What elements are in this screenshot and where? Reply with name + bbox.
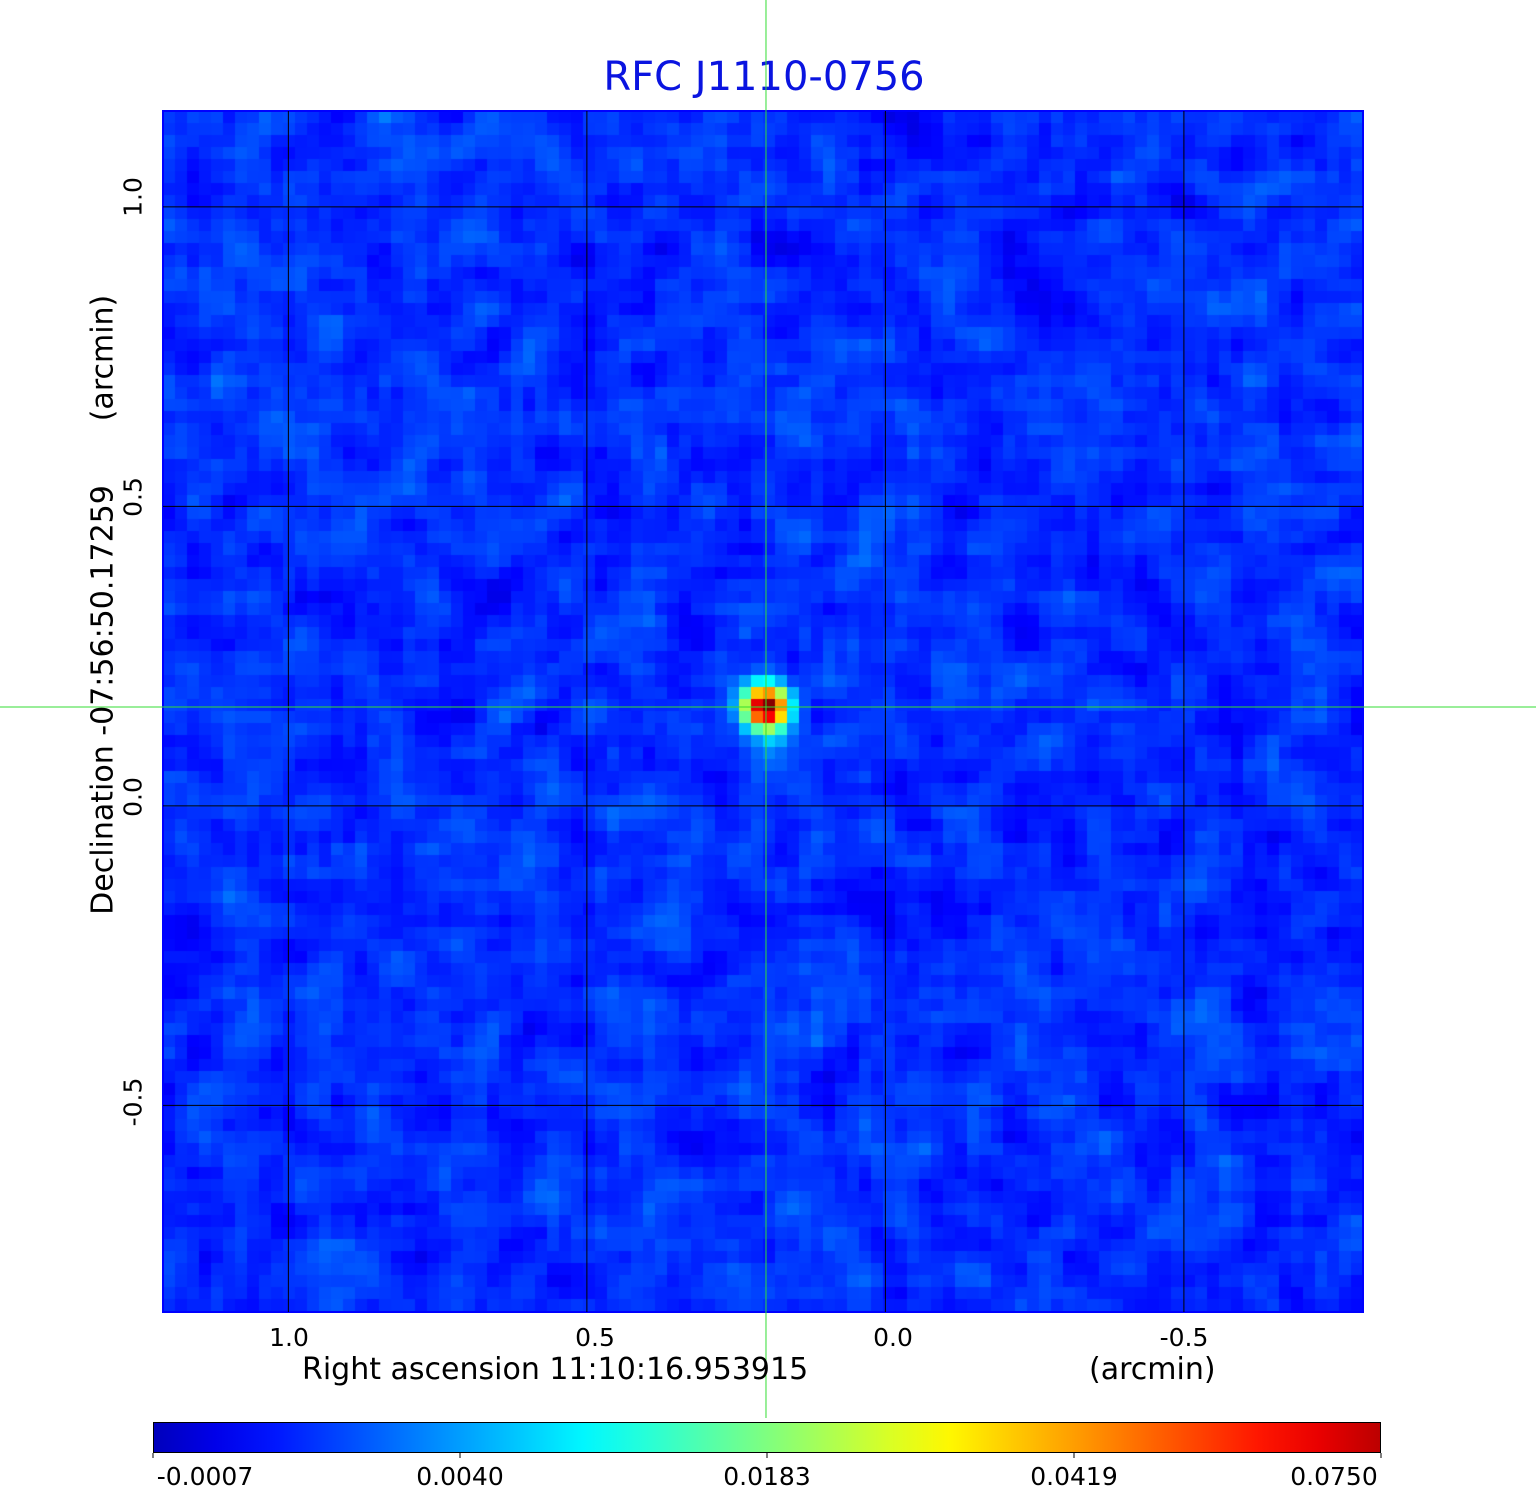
y-tick-label: -0.5 — [118, 1077, 148, 1127]
colorbar-tick-label: 0.0750 — [1290, 1462, 1378, 1491]
y-axis-unit: (arcmin) — [85, 294, 121, 422]
x-tick-label: 0.5 — [575, 1323, 615, 1352]
y-axis-label: Declination -07:56:50.17259 — [85, 485, 121, 915]
y-tick-label: 0.0 — [118, 777, 148, 817]
x-tick-label: 0.0 — [873, 1323, 913, 1352]
colorbar-tick-label: 0.0419 — [1030, 1462, 1118, 1491]
colorbar — [153, 1422, 1381, 1453]
colorbar-tick-label: 0.0040 — [416, 1462, 504, 1491]
y-tick-label: 0.5 — [118, 477, 148, 517]
colorbar-tick-label: -0.0007 — [156, 1462, 254, 1491]
x-tick-label: 1.0 — [269, 1323, 309, 1352]
x-tick-label: -0.5 — [1159, 1323, 1209, 1352]
x-axis-unit: (arcmin) — [1089, 1352, 1216, 1387]
x-axis-label: Right ascension 11:10:16.953915 — [302, 1352, 809, 1387]
colorbar-tick-label: 0.0183 — [723, 1462, 811, 1491]
chart-title: RFC J1110-0756 — [603, 54, 925, 100]
radio-image-heatmap — [163, 111, 1363, 1312]
y-tick-label: 1.0 — [118, 177, 148, 217]
